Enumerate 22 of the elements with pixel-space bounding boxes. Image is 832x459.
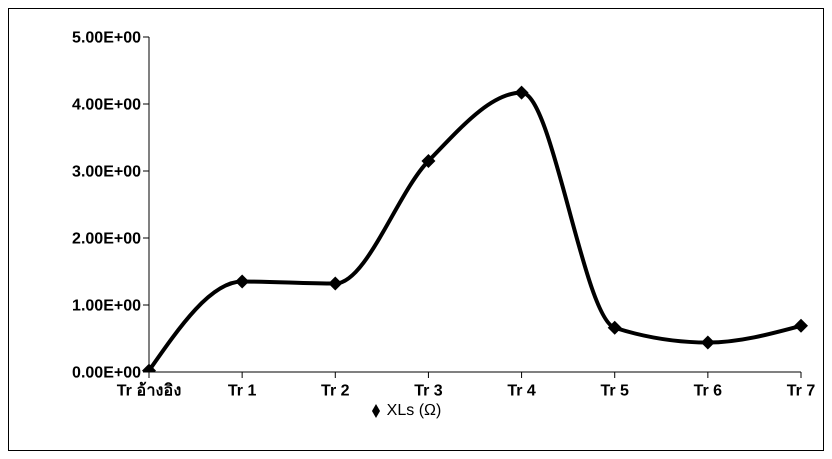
y-tick-label: 0.00E+00 (72, 364, 142, 382)
x-tick-label: Tr 4 (507, 382, 536, 400)
y-tick-label: 5.00E+00 (72, 30, 142, 47)
x-tick-label: Tr 7 (786, 382, 816, 400)
x-tick-label: Tr อ้างอิง (116, 381, 182, 400)
x-tick-label: Tr 5 (600, 382, 630, 400)
x-tick-label: Tr 1 (228, 382, 256, 400)
y-tick-label: 1.00E+00 (72, 298, 142, 315)
y-tick-label: 4.00E+00 (72, 96, 142, 114)
point (514, 86, 529, 100)
y-tick-label: 2.00E+00 (72, 230, 142, 248)
point (235, 274, 250, 289)
x-tick-label: Tr 2 (321, 382, 350, 400)
point (794, 318, 808, 333)
point (328, 276, 342, 291)
point (421, 154, 436, 168)
point (608, 320, 622, 335)
x-tick-label: Tr 3 (414, 382, 443, 400)
x-tick-label: Tr 6 (694, 382, 722, 400)
legend-label: XLs (Ω) (386, 402, 442, 419)
point (700, 336, 715, 350)
y-tick-label: 3.00E+00 (72, 164, 142, 181)
